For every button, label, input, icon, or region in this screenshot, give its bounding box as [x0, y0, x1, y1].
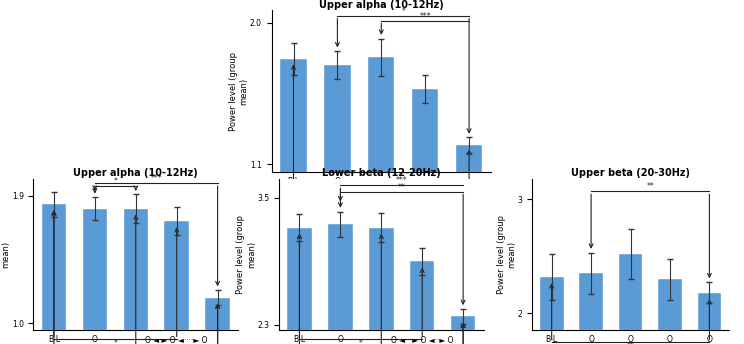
Bar	[324, 65, 350, 337]
Bar	[619, 254, 642, 344]
Text: ***: ***	[420, 11, 431, 21]
Text: ***: ***	[150, 174, 162, 183]
Title: Upper beta (20-30Hz): Upper beta (20-30Hz)	[571, 168, 690, 178]
Bar	[540, 277, 563, 344]
Bar	[124, 208, 148, 344]
Text: ***: ***	[396, 176, 408, 185]
Title: Lower beta (12-20Hz): Lower beta (12-20Hz)	[322, 168, 440, 178]
Y-axis label: Power level (group
mean): Power level (group mean)	[0, 215, 10, 294]
Text: *: *	[113, 177, 118, 186]
Bar	[42, 204, 66, 344]
Bar	[658, 279, 682, 344]
Text: O ◄·► O ◄····► O: O ◄·► O ◄····► O	[145, 336, 208, 344]
Bar	[698, 293, 721, 344]
Bar	[164, 221, 189, 344]
Title: Upper alpha (10-12Hz): Upper alpha (10-12Hz)	[319, 0, 443, 10]
Bar	[205, 298, 230, 344]
Bar	[328, 224, 353, 344]
Bar	[580, 273, 603, 344]
Bar	[280, 59, 307, 337]
Text: *: *	[359, 339, 363, 344]
Text: *: *	[401, 7, 405, 16]
Bar	[368, 57, 394, 337]
Bar	[369, 228, 394, 344]
Text: *: *	[113, 339, 118, 344]
Bar	[451, 316, 475, 344]
Text: ***: ***	[376, 193, 387, 202]
Bar	[456, 145, 482, 337]
Title: Upper alpha (10-12Hz): Upper alpha (10-12Hz)	[74, 168, 198, 178]
Y-axis label: Power level (group
mean): Power level (group mean)	[496, 215, 516, 294]
Bar	[287, 228, 312, 344]
Text: O ◄···► O ◄··► O: O ◄···► O ◄··► O	[391, 336, 454, 344]
Text: O ◄···► O ◄·► E: O ◄···► O ◄·► E	[396, 179, 455, 188]
Bar	[410, 261, 434, 344]
Bar	[412, 89, 438, 337]
Text: **: **	[626, 342, 635, 344]
Y-axis label: Power level (group
mean): Power level (group mean)	[237, 215, 256, 294]
Text: **: **	[647, 182, 654, 191]
Bar	[83, 208, 107, 344]
Y-axis label: Power level (group
mean): Power level (group mean)	[229, 52, 248, 131]
Text: **: **	[398, 183, 405, 192]
